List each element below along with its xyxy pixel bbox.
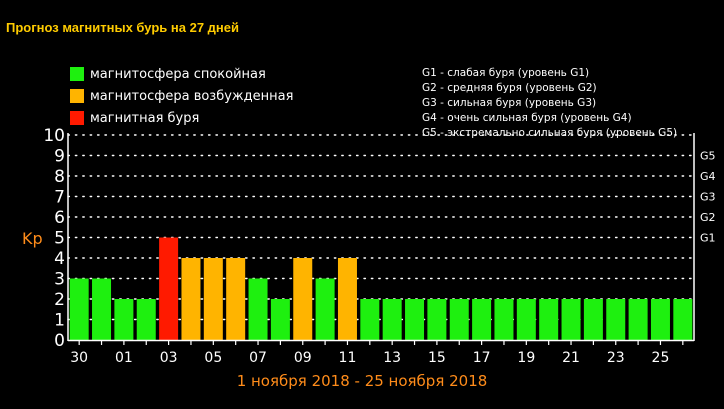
g-level-label: G1: [700, 232, 716, 245]
bar: [248, 278, 268, 340]
g-level-label: G2: [700, 211, 716, 224]
chart-title: Прогноз магнитных бурь на 27 дней: [6, 20, 239, 35]
legend-swatch-quiet: [70, 67, 84, 81]
bar: [92, 278, 112, 340]
x-tick-label: 03: [160, 350, 178, 366]
y-tick-label: 3: [54, 270, 65, 290]
x-tick-label: 07: [249, 350, 267, 366]
bar: [516, 299, 536, 340]
bar: [472, 299, 492, 340]
x-tick-label: 19: [517, 350, 535, 366]
bar: [539, 299, 559, 340]
legend-swatch-active: [70, 89, 84, 103]
bar: [136, 299, 156, 340]
g-level-label: G4: [700, 170, 716, 183]
x-tick-label: 09: [294, 350, 312, 366]
storm-scale-g4: G4 - очень сильная буря (уровень G4): [422, 112, 632, 124]
y-tick-label: 9: [54, 147, 65, 167]
x-tick-label: 30: [70, 350, 88, 366]
y-tick-label: 7: [54, 188, 65, 208]
x-tick-label: 21: [562, 350, 580, 366]
x-tick-label: 17: [473, 350, 491, 366]
y-tick-label: 5: [54, 229, 65, 249]
bar: [360, 299, 380, 340]
legend-label: магнитная буря: [90, 110, 200, 126]
y-tick-label: 2: [54, 290, 65, 310]
legend-item-quiet: магнитосфера спокойная: [70, 64, 293, 84]
y-tick-label: 6: [54, 208, 65, 228]
storm-scale-legend: G1 - слабая буря (уровень G1) G2 - средн…: [422, 66, 677, 141]
y-axis-label: Kp: [22, 229, 43, 248]
bar: [382, 299, 402, 340]
storm-scale-g2: G2 - средняя буря (уровень G2): [422, 82, 597, 94]
legend-item-storm: магнитная буря: [70, 108, 293, 128]
bar: [159, 237, 179, 340]
bar: [561, 299, 581, 340]
bar: [114, 299, 134, 340]
bar: [673, 299, 693, 340]
x-tick-label: 13: [383, 350, 401, 366]
y-tick-label: 0: [54, 331, 65, 351]
legend-label: магнитосфера возбужденная: [90, 88, 294, 104]
y-tick-label: 8: [54, 167, 65, 187]
legend-item-active: магнитосфера возбужденная: [70, 86, 293, 106]
bar: [650, 299, 670, 340]
storm-scale-g3: G3 - сильная буря (уровень G3): [422, 97, 597, 109]
bar: [69, 278, 89, 340]
bar: [293, 258, 313, 340]
storm-scale-g1: G1 - слабая буря (уровень G1): [422, 67, 590, 79]
g-level-label: G3: [700, 191, 716, 204]
bar: [337, 258, 357, 340]
y-tick-label: 10: [43, 126, 65, 146]
x-tick-label: 01: [115, 350, 133, 366]
bar: [583, 299, 603, 340]
y-tick-label: 4: [54, 249, 65, 269]
bar: [449, 299, 469, 340]
g-level-label: G5: [700, 150, 716, 163]
bar: [628, 299, 648, 340]
bar: [405, 299, 425, 340]
x-tick-label: 11: [339, 350, 357, 366]
x-tick-label: 15: [428, 350, 446, 366]
y-tick-label: 1: [54, 311, 65, 331]
x-tick-label: 23: [607, 350, 625, 366]
date-range: 1 ноября 2018 - 25 ноября 2018: [236, 372, 488, 390]
bar: [203, 258, 223, 340]
bar: [494, 299, 514, 340]
x-tick-label: 05: [204, 350, 222, 366]
bar: [181, 258, 201, 340]
legend-swatch-storm: [70, 111, 84, 125]
bar: [270, 299, 290, 340]
legend: магнитосфера спокойная магнитосфера возб…: [70, 64, 293, 130]
legend-label: магнитосфера спокойная: [90, 66, 266, 82]
storm-scale-g5: G5 - экстремально сильная буря (уровень …: [422, 127, 678, 139]
bar: [427, 299, 447, 340]
bar: [606, 299, 626, 340]
bar: [226, 258, 246, 340]
x-tick-label: 25: [652, 350, 670, 366]
bar: [315, 278, 335, 340]
